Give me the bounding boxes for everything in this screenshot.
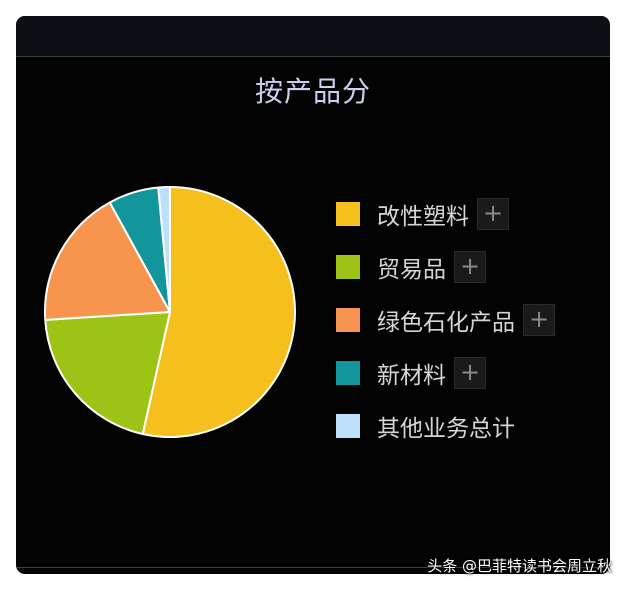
legend-label: 绿色石化产品 bbox=[377, 310, 515, 336]
pie-slice-1[interactable] bbox=[44, 311, 171, 435]
legend: 改性塑料 + 贸易品 + 绿色石化产品 + 新材料 + 其他业务总计 bbox=[336, 196, 555, 461]
pie-slice-4[interactable] bbox=[157, 186, 171, 313]
legend-item-green-petrochemicals[interactable]: 绿色石化产品 + bbox=[336, 302, 555, 338]
legend-label: 贸易品 bbox=[377, 257, 446, 283]
expand-button[interactable]: + bbox=[454, 251, 486, 283]
chart-title: 按产品分 bbox=[254, 75, 371, 108]
legend-label: 其他业务总计 bbox=[377, 416, 515, 442]
expand-button[interactable]: + bbox=[477, 198, 509, 230]
legend-swatch bbox=[336, 361, 360, 385]
panel-divider bbox=[16, 567, 610, 568]
legend-item-modified-plastics[interactable]: 改性塑料 + bbox=[336, 196, 555, 232]
pie-slice-2[interactable] bbox=[44, 201, 171, 321]
legend-item-trade-goods[interactable]: 贸易品 + bbox=[336, 249, 555, 285]
legend-item-new-materials[interactable]: 新材料 + bbox=[336, 355, 555, 391]
legend-swatch bbox=[336, 255, 360, 279]
pie-chart bbox=[44, 186, 296, 438]
legend-label: 改性塑料 bbox=[377, 204, 469, 230]
watermark: 头条 @巴菲特读书会周立秋 bbox=[427, 557, 612, 575]
panel-header-bar bbox=[16, 16, 610, 57]
legend-swatch bbox=[336, 202, 360, 226]
legend-swatch bbox=[336, 414, 360, 438]
legend-item-other-business[interactable]: 其他业务总计 bbox=[336, 408, 555, 444]
legend-swatch bbox=[336, 308, 360, 332]
legend-label: 新材料 bbox=[377, 363, 446, 389]
expand-button[interactable]: + bbox=[454, 357, 486, 389]
expand-button[interactable]: + bbox=[523, 304, 555, 336]
pie-slice-0[interactable] bbox=[141, 186, 296, 438]
